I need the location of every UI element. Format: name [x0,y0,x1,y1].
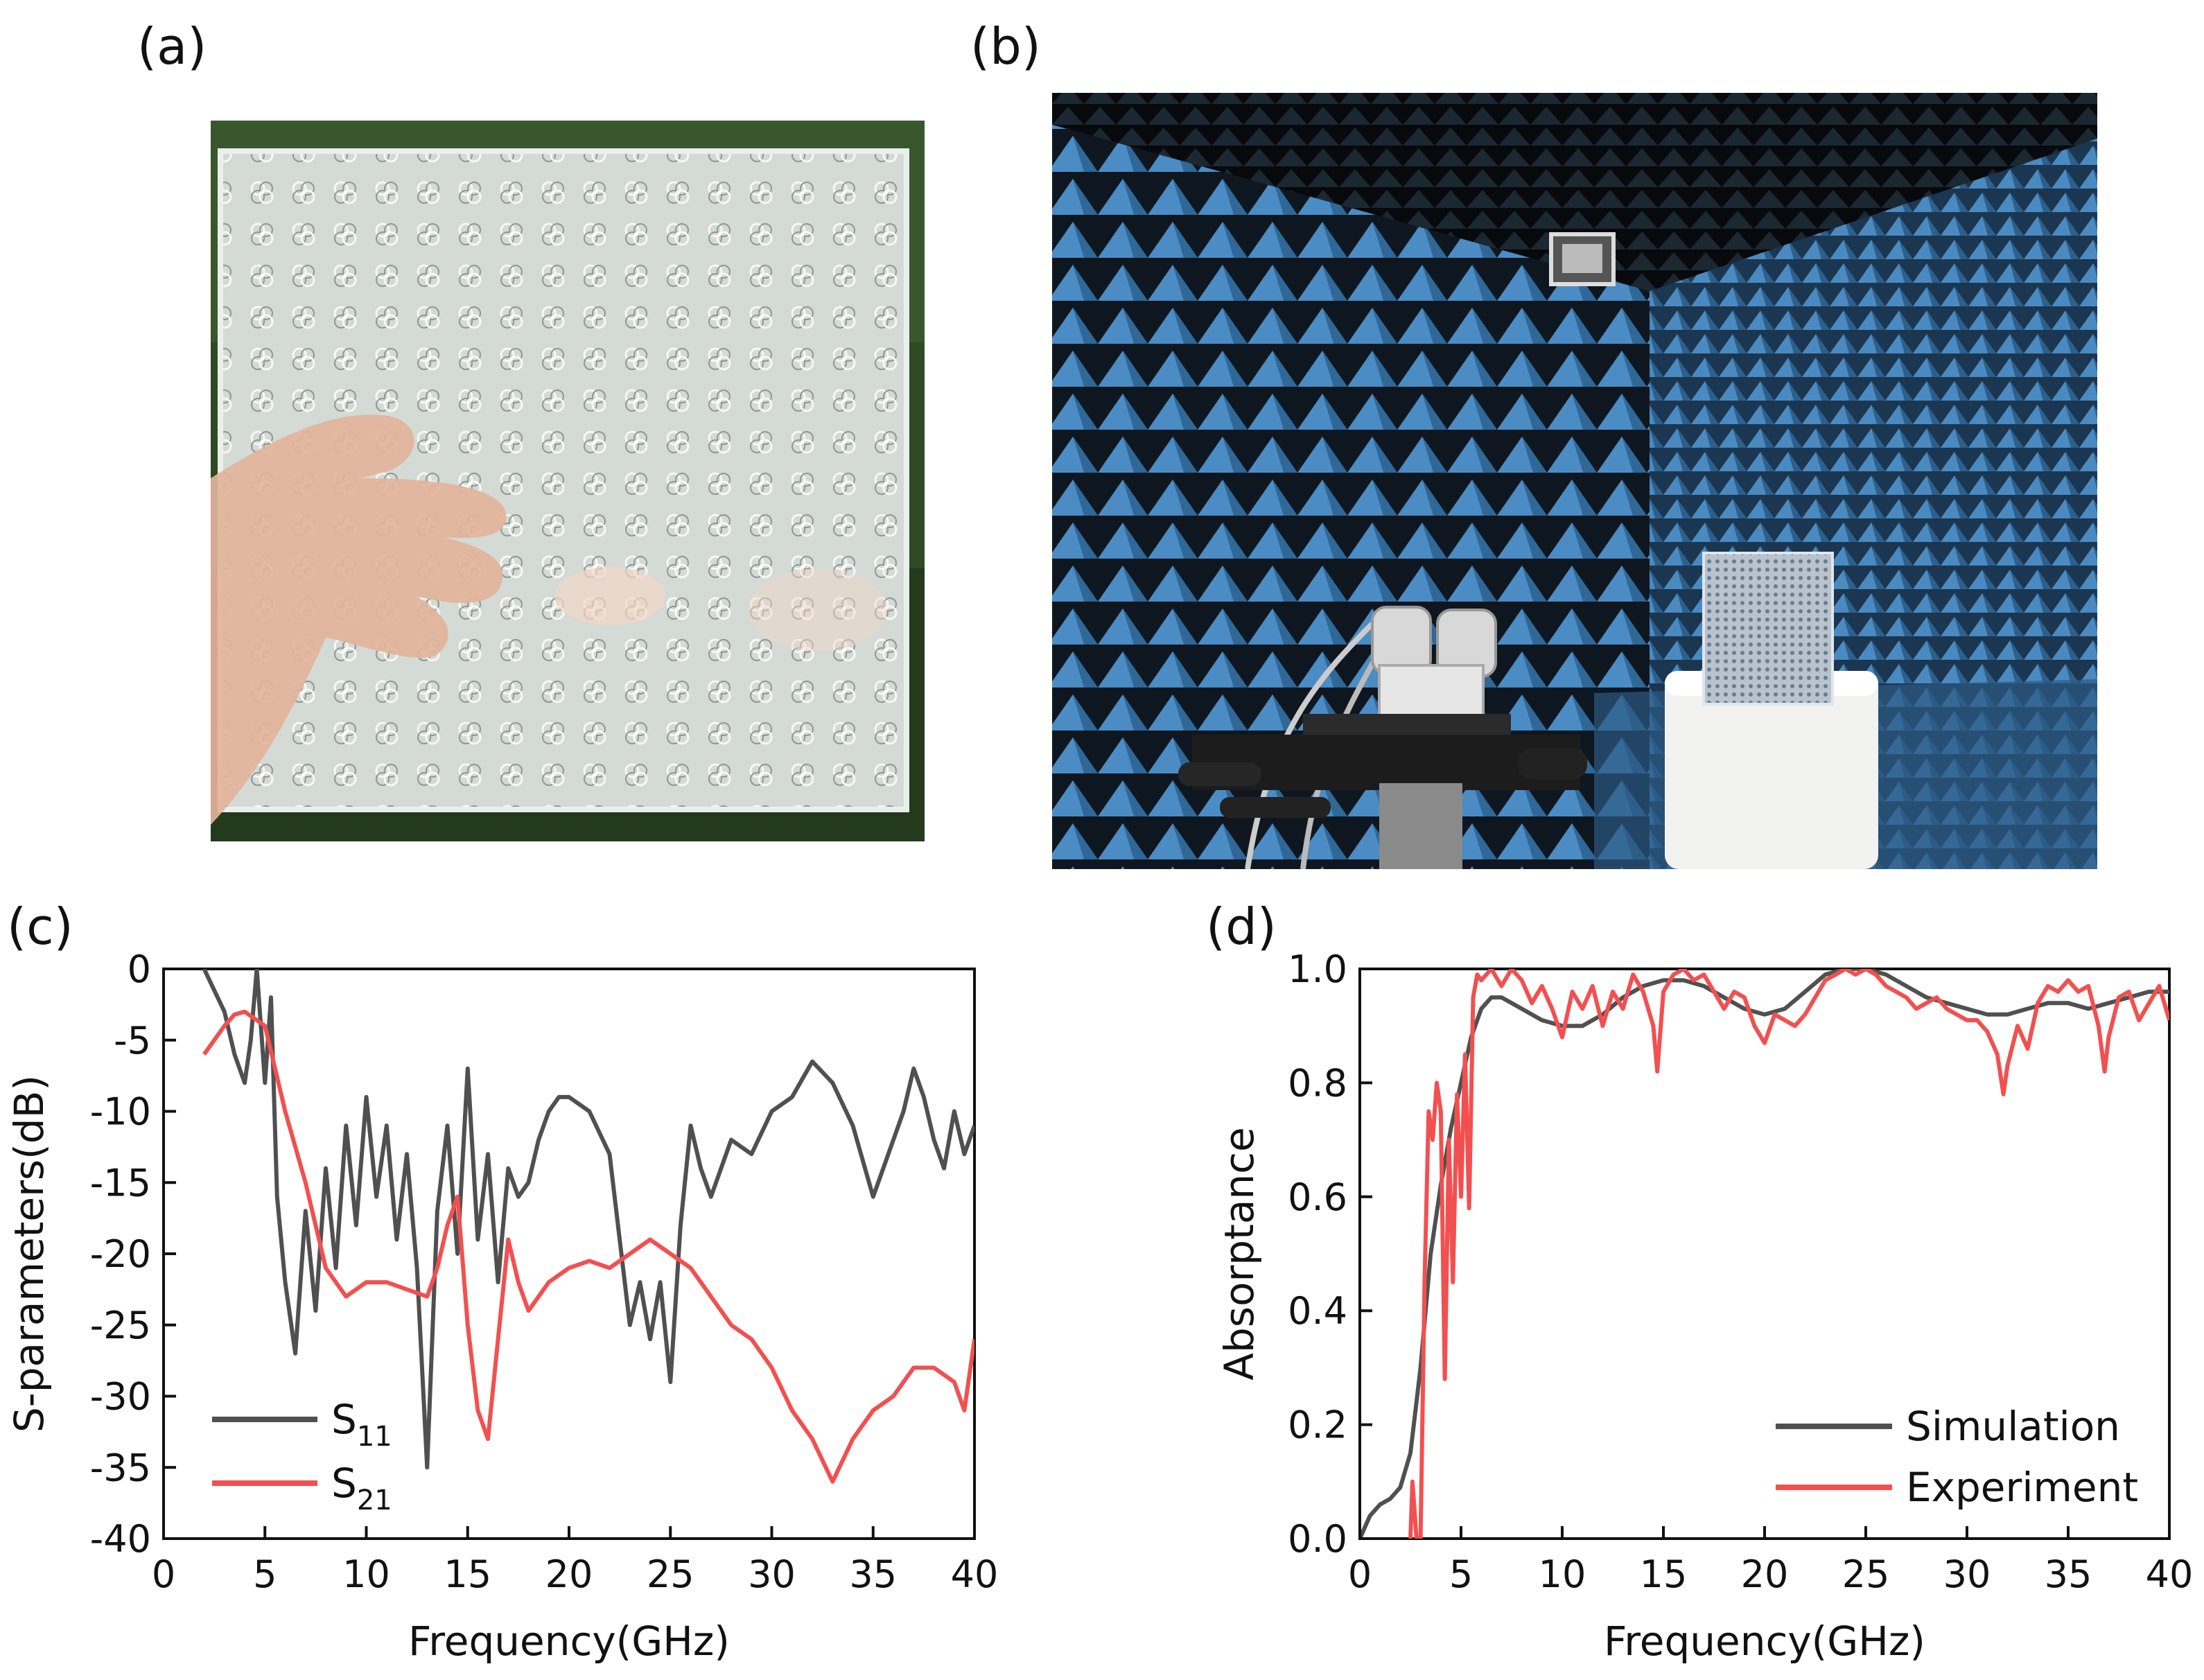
panel-label-b: (b) [970,17,1041,76]
chart-c-ylabel: S-parameters(dB) [6,1075,53,1433]
chart-c-xtick-label: 10 [342,1552,390,1596]
chart-c-ytick-label: -10 [90,1090,151,1134]
series-experiment-line [1408,969,2169,1539]
panel-label-d: (d) [1206,898,1277,956]
chart-c-ytick-label: -40 [90,1517,151,1561]
photo-anechoic-chamber [1052,93,2097,870]
chart-c-ytick-label: -15 [90,1161,151,1205]
chart-d-xtick-label: 0 [1348,1552,1372,1596]
chart-c-ytick-label: -30 [90,1375,151,1419]
chart-c-xtick-label: 35 [849,1552,897,1596]
ceiling-light [1549,232,1616,286]
chart-c-ytick-label: 0 [128,947,151,991]
chart-d-ytick-label: 0.2 [1288,1403,1347,1447]
chart-c-ytick-label: -25 [90,1304,151,1347]
chart-d-xtick-label: 20 [1741,1552,1789,1596]
chart-c-ytick-label: -5 [114,1019,151,1062]
chart-d-xtick-label: 15 [1640,1552,1688,1596]
chart-d-xtick-label: 25 [1842,1552,1890,1596]
legend-s21-label: S21 [331,1460,392,1516]
chart-c-xtick-label: 15 [444,1552,491,1596]
chart-d-ytick-label: 0.0 [1288,1517,1347,1561]
chart-d-ytick-label: 1.0 [1288,947,1347,991]
legend-s11-label: S11 [331,1396,392,1453]
chart-d-xtick-label: 5 [1449,1552,1473,1596]
chart-d-xlabel: Frequency(GHz) [1604,1618,1925,1665]
photo-absorber-sample [211,121,925,841]
series-s11-line [202,969,974,1470]
legend-simulation-label: Simulation [1906,1403,2120,1450]
chart-d-xtick-label: 35 [2045,1552,2092,1596]
panel-label-a: (a) [137,17,207,76]
panel-label-c: (c) [7,898,73,956]
chart-c-ytick-label: -35 [90,1446,151,1489]
chart-c-ytick-label: -20 [90,1232,151,1276]
chart-c-xlabel: Frequency(GHz) [408,1618,730,1665]
chart-c-xtick-label: 25 [647,1552,694,1596]
chart-d-frame [1358,968,2171,1540]
sample-holder [1665,552,1878,869]
chart-c-xtick-label: 40 [951,1552,999,1596]
chart-d: 0 5 10 15 20 25 30 35 40 0.0 0.2 0.4 0.6 0.8 1.0 Frequ… [1216,947,2193,1665]
chart-d-legend: Simulation Experiment [1776,1403,2138,1511]
legend-experiment-label: Experiment [1906,1464,2138,1511]
chart-d-xtick-label: 30 [1943,1552,1991,1596]
positioner-stand [1178,714,1587,869]
chart-c-legend: S11 S21 [212,1396,392,1516]
chart-c-frame [162,968,976,1540]
chart-d-ytick-label: 0.4 [1288,1289,1347,1333]
chart-d-ytick-label: 0.8 [1288,1061,1347,1105]
chart-d-xtick-label: 10 [1539,1552,1586,1596]
chart-c-xtick-label: 5 [253,1552,277,1596]
chart-d-ytick-label: 0.6 [1288,1175,1347,1219]
series-s21-line [202,1009,974,1484]
series-simulation-line [1360,969,2169,1539]
chart-c: 0 5 10 15 20 25 30 35 40 0 -5 -10 -15 -20 -25 -30 -35 -40… [6,947,998,1665]
chart-c-xtick-label: 0 [152,1552,175,1596]
chart-d-ylabel: Absorptance [1216,1127,1263,1380]
chart-c-xtick-label: 30 [748,1552,796,1596]
chart-c-xtick-label: 20 [545,1552,593,1596]
hand [211,414,507,825]
chart-d-xtick-label: 40 [2146,1552,2194,1596]
